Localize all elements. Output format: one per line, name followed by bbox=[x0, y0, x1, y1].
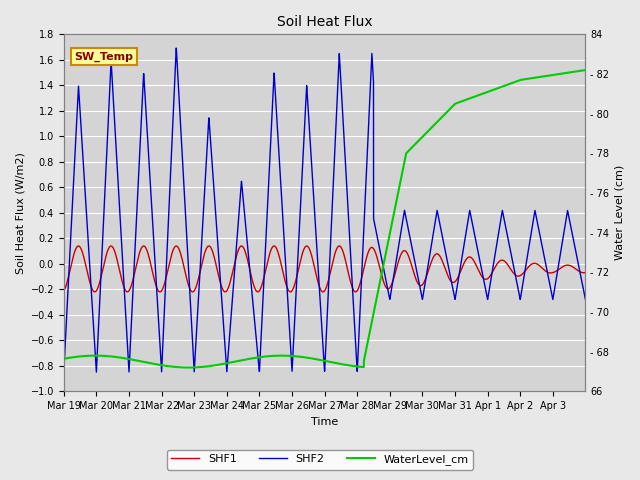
WaterLevel_cm bbox=[60, 356, 68, 361]
SHF1 bbox=[60, 288, 68, 294]
WaterLevel_cm bbox=[372, 300, 380, 305]
SHF2 bbox=[60, 369, 68, 375]
WaterLevel_cm bbox=[185, 365, 193, 371]
Line: WaterLevel_cm: WaterLevel_cm bbox=[64, 70, 586, 368]
SHF2 bbox=[493, 239, 501, 245]
SHF2 bbox=[507, 249, 515, 254]
SHF2 bbox=[372, 227, 380, 232]
Title: Soil Heat Flux: Soil Heat Flux bbox=[277, 15, 372, 29]
SHF1 bbox=[168, 251, 176, 256]
Legend: SHF1, SHF2, WaterLevel_cm: SHF1, SHF2, WaterLevel_cm bbox=[167, 450, 473, 469]
SHF1 bbox=[335, 243, 343, 249]
Line: SHF2: SHF2 bbox=[64, 48, 586, 372]
SHF2 bbox=[468, 216, 476, 222]
SHF1 bbox=[468, 255, 476, 261]
WaterLevel_cm bbox=[168, 364, 176, 370]
Line: SHF1: SHF1 bbox=[64, 246, 586, 292]
WaterLevel_cm bbox=[507, 81, 515, 86]
SHF1 bbox=[493, 261, 501, 266]
Y-axis label: Soil Heat Flux (W/m2): Soil Heat Flux (W/m2) bbox=[15, 152, 25, 274]
SHF2 bbox=[168, 141, 176, 146]
SHF1 bbox=[507, 266, 515, 272]
SHF2 bbox=[582, 297, 589, 302]
Text: SW_Temp: SW_Temp bbox=[74, 51, 133, 61]
SHF1 bbox=[344, 267, 351, 273]
WaterLevel_cm bbox=[344, 362, 351, 368]
SHF2 bbox=[344, 202, 351, 207]
Y-axis label: Water Level (cm): Water Level (cm) bbox=[615, 165, 625, 261]
SHF2 bbox=[172, 45, 180, 51]
X-axis label: Time: Time bbox=[311, 417, 339, 427]
WaterLevel_cm bbox=[468, 95, 476, 101]
SHF1 bbox=[582, 270, 589, 276]
WaterLevel_cm bbox=[493, 85, 501, 91]
WaterLevel_cm bbox=[582, 67, 589, 73]
SHF1 bbox=[352, 289, 360, 295]
SHF1 bbox=[372, 251, 380, 256]
